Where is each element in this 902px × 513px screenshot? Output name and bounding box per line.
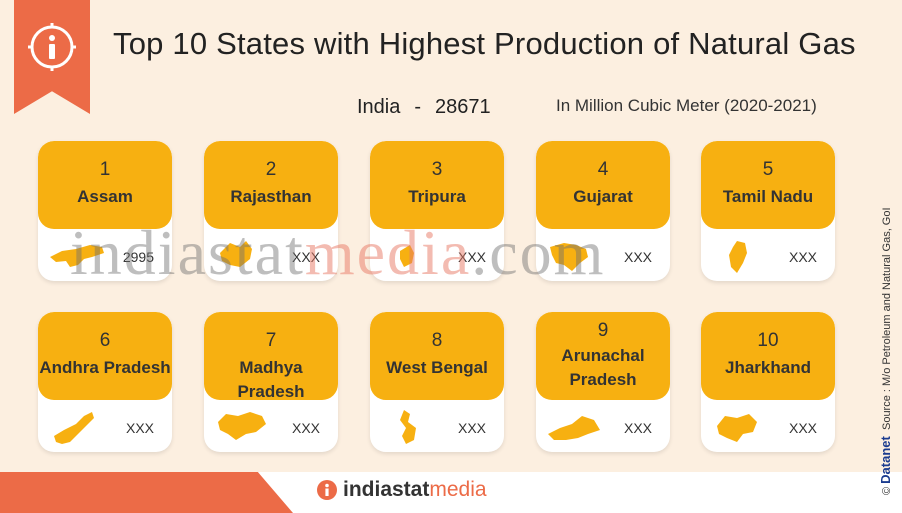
state-name: Rajasthan — [230, 187, 312, 206]
state-map-icon — [550, 243, 588, 271]
source-text: Source : M/o Petroleum and Natural Gas, … — [881, 207, 893, 431]
state-card: 10 Jharkhand XXX — [701, 312, 835, 452]
state-map-icon — [220, 241, 252, 267]
info-icon — [28, 23, 76, 71]
state-value: XXX — [788, 249, 817, 265]
state-card: 1 Assam 2995 — [38, 141, 172, 281]
unit-label: In Million Cubic Meter (2020-2021) — [556, 96, 817, 115]
state-value: XXX — [291, 420, 320, 436]
state-card-header — [536, 141, 670, 229]
state-card: 8 West Bengal XXX — [370, 312, 504, 452]
state-card: 5 Tamil Nadu XXX — [701, 141, 835, 281]
state-value: XXX — [623, 420, 652, 436]
state-card-header — [38, 141, 172, 229]
state-card-header — [701, 312, 835, 400]
footer-accent-arrow — [0, 472, 293, 513]
state-map-icon — [50, 245, 104, 267]
state-map-icon — [400, 410, 416, 444]
info-ribbon — [14, 0, 90, 114]
state-value: XXX — [291, 249, 320, 265]
state-value: XXX — [623, 249, 652, 265]
state-rank: 5 — [762, 159, 774, 180]
state-rank: 9 — [597, 320, 609, 341]
state-card-header — [204, 141, 338, 229]
total-label: India — [357, 96, 401, 118]
state-name: Tripura — [408, 187, 466, 206]
state-rank: 7 — [265, 330, 277, 351]
india-total: India -28671 — [357, 96, 491, 119]
state-rank: 3 — [431, 159, 443, 180]
state-value: XXX — [788, 420, 817, 436]
total-separator: - — [414, 96, 422, 118]
total-value: 28671 — [435, 96, 491, 118]
state-map-icon — [717, 414, 757, 442]
state-name: Gujarat — [573, 187, 633, 206]
state-map-icon — [729, 241, 747, 273]
state-name: Madhya Pradesh — [237, 358, 305, 401]
state-rank: 8 — [431, 330, 443, 351]
state-value: XXX — [125, 420, 154, 436]
state-card: 7 Madhya Pradesh XXX — [204, 312, 338, 452]
state-name: Jharkhand — [725, 358, 811, 377]
state-name: Tamil Nadu — [722, 187, 814, 206]
state-name: Andhra Pradesh — [39, 358, 171, 377]
state-rank: 2 — [265, 159, 277, 180]
logo-info-icon — [317, 480, 337, 500]
state-rank: 10 — [757, 330, 779, 351]
state-card-header — [701, 141, 835, 229]
state-name: West Bengal — [386, 358, 488, 377]
state-card-header — [204, 312, 338, 400]
state-value: 2995 — [122, 249, 154, 265]
state-card: 4 Gujarat XXX — [536, 141, 670, 281]
state-rank: 6 — [99, 330, 111, 351]
copyright-mark: © — [881, 486, 893, 495]
state-card: 2 Rajasthan XXX — [204, 141, 338, 281]
state-card: 3 Tripura XXX — [370, 141, 504, 281]
state-map-icon — [54, 412, 94, 444]
state-map-icon — [218, 412, 266, 440]
source-note: © Datanet Source : M/o Petroleum and Nat… — [878, 207, 893, 495]
state-card: 9 Arunachal Pradesh XXX — [536, 312, 670, 452]
state-card-header — [370, 312, 504, 400]
state-map-icon — [548, 416, 600, 440]
source-brand: Datanet — [878, 436, 893, 484]
page-title: Top 10 States with Highest Production of… — [113, 26, 856, 61]
state-card-header — [38, 312, 172, 400]
state-card: 6 Andhra Pradesh XXX — [38, 312, 172, 452]
state-rank: 1 — [99, 159, 111, 180]
state-value: XXX — [457, 249, 486, 265]
state-rank: 4 — [597, 159, 609, 180]
state-name: Arunachal Pradesh — [561, 346, 645, 389]
state-name: Assam — [77, 187, 133, 206]
state-card-header — [370, 141, 504, 229]
state-card-header — [536, 312, 670, 400]
footer-logo: indiastatmedia — [316, 478, 487, 502]
state-value: XXX — [457, 420, 486, 436]
state-map-icon — [400, 245, 414, 267]
